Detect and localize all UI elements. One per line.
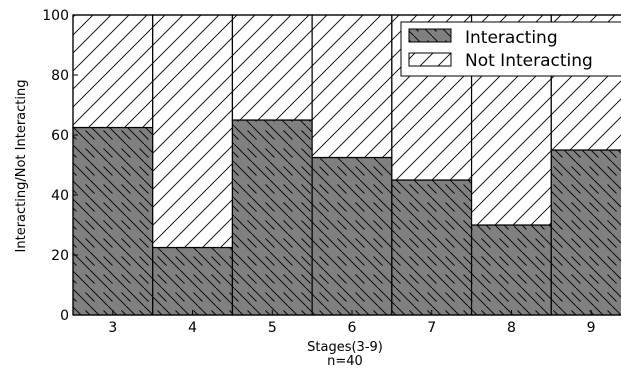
bar-not-interacting-stage-3	[72, 14, 154, 129]
bar-interacting-stage-6	[311, 156, 393, 316]
bar-interacting-stage-3	[72, 126, 154, 316]
x-tick-label: 9	[587, 320, 596, 336]
legend-label-not-interacting: Not Interacting	[465, 51, 593, 71]
bar-interacting-stage-7	[391, 179, 473, 316]
x-tick-label: 6	[348, 320, 357, 336]
x-tick-label: 8	[507, 320, 516, 336]
x-axis-label: Stages(3-9)	[307, 340, 383, 355]
legend-swatch-interacting	[408, 28, 452, 43]
y-tick-label: 60	[51, 128, 69, 144]
bar-interacting-stage-8	[470, 224, 552, 316]
y-tick-label: 40	[51, 188, 69, 204]
y-tick-label: 0	[60, 308, 69, 324]
bar-not-interacting-stage-4	[152, 14, 234, 249]
legend-swatch-not-interacting	[408, 52, 452, 67]
y-tick-label: 80	[51, 68, 69, 84]
x-tick-label: 3	[108, 320, 117, 336]
bar-interacting-stage-4	[152, 246, 234, 316]
x-tick-label: 7	[427, 320, 436, 336]
y-axis-label: Interacting/Not Interacting	[14, 80, 29, 253]
legend: Interacting Not Interacting	[400, 21, 621, 77]
bar-not-interacting-stage-5	[231, 14, 313, 121]
y-tick-label: 100	[42, 8, 69, 24]
x-tick-label: 4	[188, 320, 197, 336]
legend-label-interacting: Interacting	[465, 28, 558, 48]
x-tick-label: 5	[268, 320, 277, 336]
bar-interacting-stage-9	[550, 149, 621, 316]
y-tick-label: 20	[51, 248, 69, 264]
ticks-layer: 0 20 40 60 80 100 3 4 5 6 7 8 9	[42, 8, 595, 336]
bar-interacting-stage-5	[231, 119, 313, 316]
x-axis-sublabel: n=40	[327, 354, 363, 368]
bar-not-interacting-stage-6	[311, 14, 393, 159]
bars-layer	[72, 14, 621, 316]
